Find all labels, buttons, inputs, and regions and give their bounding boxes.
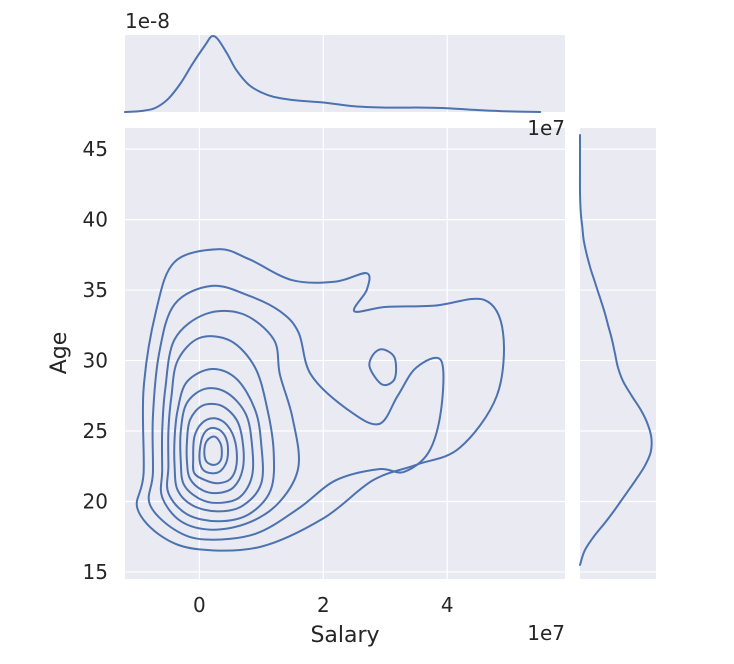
x-tick-labels: 0 2 4 — [193, 593, 454, 617]
top-marginal-grid — [198, 35, 448, 112]
x-tick-label: 4 — [441, 593, 454, 617]
y-tick-label: 20 — [83, 489, 108, 513]
kde-contour-level-2 — [147, 284, 445, 541]
kde-contour-level-10 — [203, 435, 223, 466]
x-axis-label: Salary — [310, 623, 379, 648]
top-marginal: 1e-8 — [124, 9, 565, 113]
kde-contour-level-7 — [185, 402, 245, 495]
top-marginal-background — [125, 35, 565, 112]
top-marginal-offset-text: 1e-8 — [125, 9, 170, 33]
right-marginal-background — [580, 128, 656, 579]
kde-contour-level-11 — [368, 348, 398, 387]
x-offset-text: 1e7 — [527, 621, 565, 645]
top-marginal-density-curve — [124, 35, 542, 113]
right-marginal-grid — [580, 148, 656, 573]
y-tick-label: 30 — [83, 349, 108, 373]
kde-contour-level-8 — [192, 417, 238, 485]
y-tick-label: 45 — [83, 137, 108, 161]
kde-contour-level-9 — [198, 426, 230, 475]
y-tick-label: 35 — [83, 278, 108, 302]
kde-contour-level-1 — [135, 248, 505, 552]
y-tick-label: 25 — [83, 419, 108, 443]
joint-axes: 0 2 4 15 20 25 30 35 40 45 Salary Age 1e7 1e7 — [47, 116, 565, 648]
y-tick-label: 40 — [83, 208, 108, 232]
x-tick-label: 2 — [317, 593, 330, 617]
kde-contour-level-4 — [166, 335, 276, 523]
kde-contour-level-3 — [159, 309, 300, 531]
kde-contour-level-5 — [173, 367, 264, 513]
y-tick-label: 15 — [83, 560, 108, 584]
right-marginal-density-curve — [578, 134, 653, 566]
kde-contours — [135, 248, 505, 552]
x-tick-label: 0 — [193, 593, 206, 617]
kde-contour-level-6 — [179, 387, 255, 504]
y-axis-label: Age — [47, 332, 72, 375]
joint-axes-background — [125, 128, 565, 579]
top-marginal-x-offset-text: 1e7 — [527, 116, 565, 140]
y-tick-labels: 15 20 25 30 35 40 45 — [83, 137, 108, 584]
right-marginal — [578, 128, 656, 579]
